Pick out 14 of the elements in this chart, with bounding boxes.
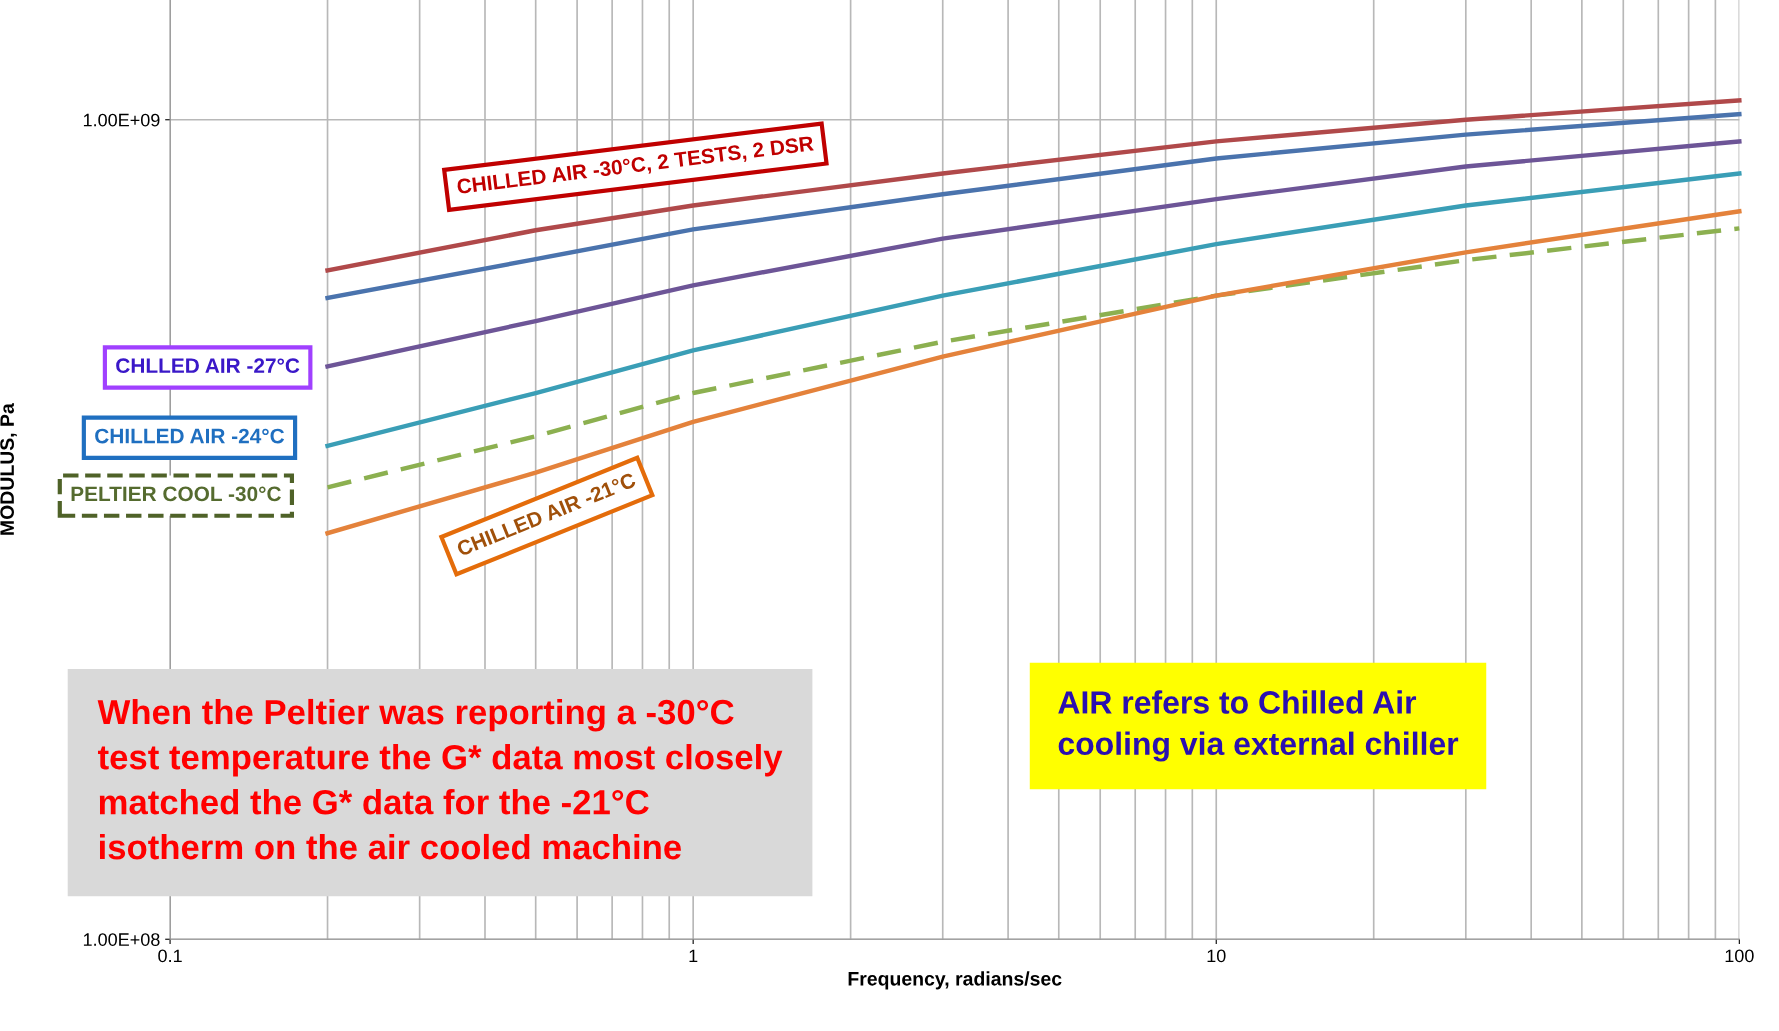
y-axis-title: MODULUS, Pa [0,403,17,535]
x-axis-title: Frequency, radians/sec [848,971,1062,990]
annotation: When the Peltier was reporting a -30°C test temperature the G* data most closely matched the G* data for the -21°C isotherm on the air cooled machine [97,698,783,860]
x-tick-label: 100 [1725,949,1754,963]
annotation: CHILLED AIR -30°C, 2 TESTS, 2 DSR [456,135,815,198]
x-tick-label: 0.1 [158,949,182,963]
annotation: CHLLED AIR -27°C [116,358,300,374]
x-tick-label: 1 [689,949,698,963]
annotation: PELTIER COOL -30°C [71,486,281,502]
y-tick-label: 1.00E+09 [83,113,160,127]
x-tick-label: 10 [1207,949,1226,963]
annotation: AIR refers to Chilled Air cooling via external chiller [1058,690,1459,762]
annotation: CHILLED AIR -24°C [95,428,285,444]
y-tick-label: 1.00E+08 [83,933,160,946]
